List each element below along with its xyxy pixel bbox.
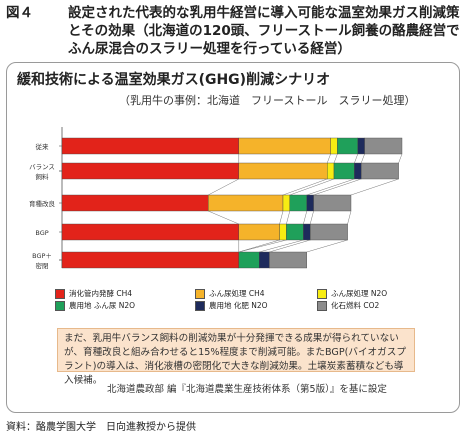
category-label: 飼料 — [36, 172, 50, 181]
bar-segment — [357, 137, 365, 155]
panel-note: まだ、乳用牛バランス飼料の削減効果が十分発揮できる成果が得られていないが、育種改… — [57, 328, 415, 386]
bar-segment — [313, 194, 352, 212]
chart-subtitle: （乳用牛の事例：北海道 フリーストール スラリー処理） — [119, 94, 416, 107]
bar-segment — [327, 162, 335, 180]
connector-line — [282, 178, 328, 196]
legend-swatch — [317, 300, 327, 311]
figure-source: 資料：酪農学園大学 日向進教授から提供 — [6, 422, 196, 433]
bar-segment — [364, 137, 403, 155]
legend-label: 農用地 ふん尿 N2O — [69, 301, 136, 310]
chart-panel: 緩和技術による温室効果ガス(GHG)削減シナリオ （乳用牛の事例：北海道 フリー… — [6, 62, 460, 413]
connector-line — [309, 210, 314, 225]
legend-label: 農用地 化肥 N2O — [209, 301, 268, 310]
connector-line — [238, 239, 287, 253]
chart-title: 緩和技術による温室効果ガス(GHG)削減シナリオ — [17, 72, 331, 88]
connector-line — [350, 178, 399, 196]
bar-segment — [354, 162, 362, 180]
connector-line — [306, 178, 355, 196]
bar-segment — [207, 194, 284, 212]
bar-segment — [286, 223, 304, 241]
legend-label: 化石燃料 CO2 — [331, 301, 380, 310]
connector-line — [208, 178, 239, 196]
bar-segment — [282, 194, 291, 212]
connector-line — [259, 239, 304, 253]
bar-segment — [333, 162, 355, 180]
connector-line — [360, 153, 365, 164]
legend-swatch — [55, 288, 65, 299]
bar-segment — [303, 223, 311, 241]
bar-segment — [61, 162, 240, 180]
connector-line — [326, 153, 331, 164]
connector-line — [354, 153, 359, 164]
legend-item: 農用地 ふん尿 N2O — [55, 300, 135, 311]
legend-swatch — [195, 300, 205, 311]
bar-segment — [61, 223, 240, 241]
category-label: 密閉 — [36, 261, 49, 270]
legend-swatch — [317, 288, 327, 299]
connector-line — [398, 153, 403, 164]
bar-segment — [258, 251, 270, 269]
bar-segment — [238, 162, 328, 180]
legend-item: 農用地 化肥 N2O — [195, 300, 268, 311]
bar-segment — [238, 251, 260, 269]
legend-item: ふん尿処理 CH4 — [195, 288, 265, 299]
connector-line — [238, 239, 280, 253]
legend-label: ふん尿処理 N2O — [331, 289, 388, 298]
connector-line — [208, 210, 239, 225]
category-label: バランス — [29, 163, 55, 171]
legend-swatch — [195, 288, 205, 299]
connector-line — [286, 210, 291, 225]
bar-segment — [330, 137, 338, 155]
legend-item: 化石燃料 CO2 — [317, 300, 379, 311]
category-label: BGP — [35, 229, 48, 237]
connector-line — [279, 210, 284, 225]
bar-segment — [337, 137, 358, 155]
category-label: BGP＋ — [32, 252, 52, 260]
bar-segment — [361, 162, 399, 180]
figure-caption: 設定された代表的な乳用牛経営に導入可能な温室効果ガス削減策とその効果（北海道の1… — [68, 5, 460, 57]
legend-label: 消化管内発酵 CH4 — [69, 289, 133, 298]
connector-line — [289, 178, 335, 196]
bar-segment — [310, 223, 348, 241]
figure-number: 図４ — [6, 5, 33, 21]
legend-item: 消化管内発酵 CH4 — [55, 288, 132, 299]
connector-line — [303, 210, 308, 225]
bar-segment — [61, 137, 240, 155]
bar-segment — [306, 194, 314, 212]
panel-source: 北海道農政部 編『北海道農業生産技術体系（第5版）』を基に設定 — [107, 384, 387, 395]
connector-line — [306, 239, 348, 253]
connector-line — [333, 153, 338, 164]
connector-line — [269, 239, 311, 253]
category-label: 従来 — [36, 142, 50, 151]
bar-segment — [269, 251, 307, 269]
legend-label: ふん尿処理 CH4 — [209, 289, 265, 298]
connector-line — [313, 178, 362, 196]
bar-segment — [238, 137, 331, 155]
bar-segment — [238, 223, 280, 241]
connector-line — [347, 210, 352, 225]
bar-segment — [61, 194, 209, 212]
category-label: 育種改良 — [29, 199, 56, 208]
legend-item: ふん尿処理 N2O — [317, 288, 387, 299]
figure-header: 図４ 設定された代表的な乳用牛経営に導入可能な温室効果ガス削減策とその効果（北海… — [6, 4, 462, 58]
bar-segment — [279, 223, 287, 241]
bar-segment — [61, 251, 240, 269]
legend-swatch — [55, 300, 65, 311]
bar-segment — [289, 194, 307, 212]
